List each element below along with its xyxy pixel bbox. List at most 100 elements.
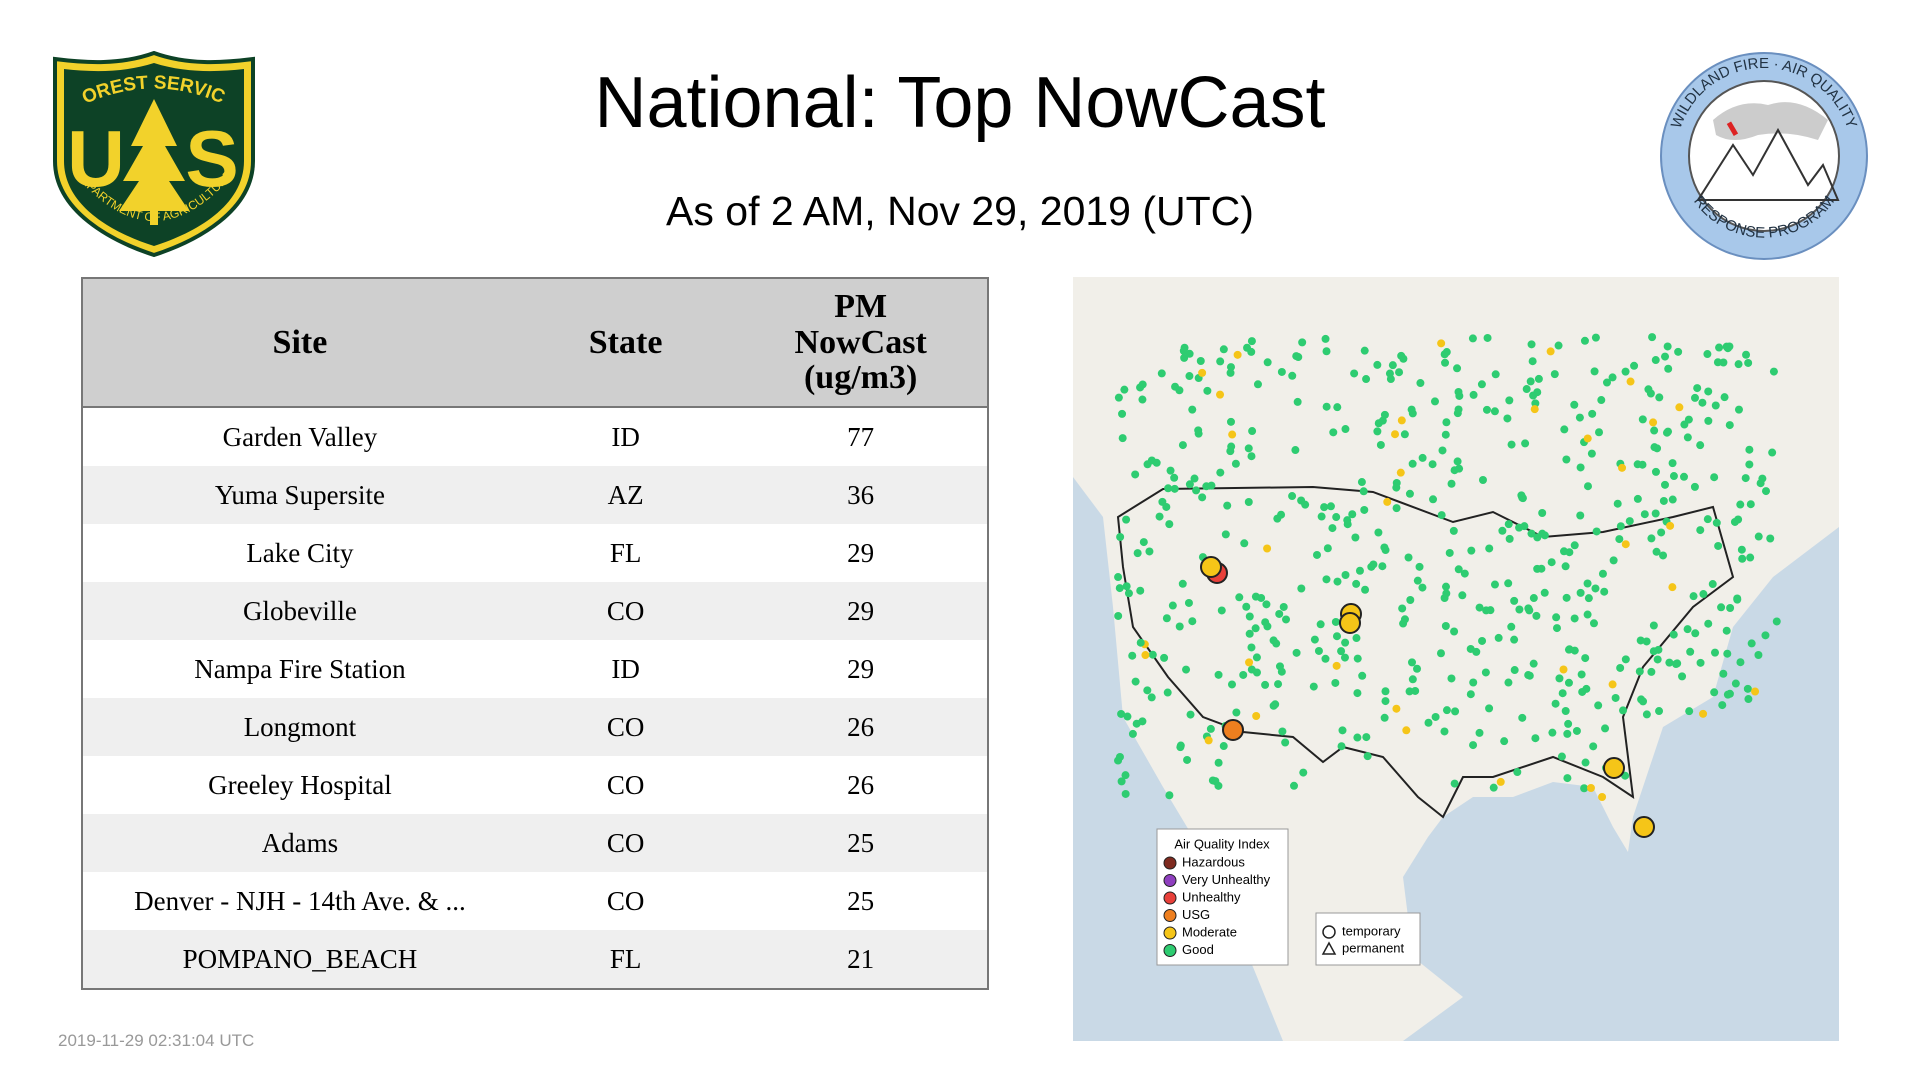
site-marker: [1699, 709, 1708, 718]
site-marker: [1165, 791, 1174, 800]
site-marker: [1633, 460, 1642, 469]
site-marker: [1350, 369, 1359, 378]
site-marker: [1337, 647, 1346, 656]
site-marker: [1155, 512, 1164, 521]
site-marker: [1704, 619, 1713, 628]
site-marker: [1680, 472, 1689, 481]
site-marker: [1299, 768, 1308, 777]
legend-swatch: [1163, 944, 1177, 957]
site-marker: [1581, 654, 1590, 663]
site-marker: [1136, 383, 1145, 392]
site-marker: [1123, 712, 1132, 721]
legend-title: Air Quality Index: [1174, 836, 1270, 851]
site-marker: [1608, 373, 1617, 382]
site-marker: [1242, 602, 1251, 611]
site-marker: [1148, 650, 1157, 659]
table-row: POMPANO_BEACH FL 21: [82, 930, 988, 989]
table-cell: FL: [609, 537, 642, 568]
site-marker: [1413, 664, 1422, 673]
wfaqrp-logo: WILDLAND FIRE · AIR QUALITY RESPONSE PRO…: [1660, 52, 1868, 260]
site-marker: [1642, 710, 1651, 719]
site-marker: [1665, 658, 1674, 667]
site-marker: [1188, 617, 1197, 626]
site-marker: [1586, 783, 1595, 792]
site-marker: [1562, 593, 1571, 602]
table-row: Globeville CO 29: [82, 582, 988, 640]
site-marker: [1227, 680, 1236, 689]
site-marker: [1552, 624, 1561, 633]
table-cell: Denver - NJH - 14th Ave. & ...: [134, 885, 466, 916]
table-row: Longmont CO 26: [82, 698, 988, 756]
site-marker: [1178, 579, 1187, 588]
site-marker: [1182, 665, 1191, 674]
site-marker: [1669, 630, 1678, 639]
site-marker: [1244, 444, 1253, 453]
site-marker: [1447, 674, 1456, 683]
logo-letter: S: [185, 114, 238, 203]
site-marker: [1524, 604, 1533, 613]
site-marker: [1118, 434, 1127, 443]
site-marker: [1558, 689, 1567, 698]
site-marker: [1247, 643, 1256, 652]
site-marker: [1288, 371, 1297, 380]
site-marker: [1580, 336, 1589, 345]
site-marker: [1441, 358, 1450, 367]
site-marker: [1616, 663, 1625, 672]
site-marker: [1540, 588, 1549, 597]
site-marker: [1651, 467, 1660, 476]
site-marker: [1657, 528, 1666, 537]
site-marker: [1143, 686, 1152, 695]
site-marker: [1747, 639, 1756, 648]
site-marker: [1128, 651, 1137, 660]
site-marker: [1332, 661, 1341, 670]
site-marker: [1219, 742, 1228, 751]
site-marker: [1216, 357, 1225, 366]
site-marker: [1505, 534, 1514, 543]
site-marker: [1505, 396, 1514, 405]
site-marker: [1362, 375, 1371, 384]
table-cell: 29: [734, 582, 988, 640]
site-marker: [1525, 671, 1534, 680]
site-marker: [1669, 472, 1678, 481]
site-marker: [1638, 415, 1647, 424]
site-marker: [1185, 480, 1194, 489]
site-marker: [1451, 707, 1460, 716]
site-marker: [1226, 447, 1235, 456]
site-marker: [1533, 533, 1542, 542]
site-marker: [1726, 604, 1735, 613]
site-marker: [1648, 333, 1657, 342]
site-marker: [1262, 600, 1271, 609]
site-marker: [1322, 575, 1331, 584]
site-marker: [1114, 611, 1123, 620]
site-marker: [1381, 546, 1390, 555]
table-row: Lake City FL 29: [82, 524, 988, 582]
site-marker-large: [1633, 816, 1655, 838]
site-marker: [1240, 539, 1249, 548]
site-marker: [1468, 334, 1477, 343]
site-marker: [1355, 566, 1364, 575]
site-marker: [1521, 439, 1530, 448]
site-marker: [1531, 399, 1540, 408]
site-marker: [1194, 426, 1203, 435]
table-cell: 77: [847, 421, 875, 452]
site-marker: [1591, 333, 1600, 342]
shape-label: permanent: [1342, 940, 1405, 955]
site-marker: [1766, 534, 1775, 543]
table-cell: Lake City: [246, 537, 354, 568]
site-marker: [1467, 546, 1476, 555]
site-marker: [1570, 400, 1579, 409]
site-marker: [1594, 701, 1603, 710]
site-marker: [1584, 594, 1593, 603]
site-marker: [1546, 347, 1555, 356]
site-marker: [1440, 594, 1449, 603]
site-marker: [1768, 448, 1777, 457]
table-cell: CO: [516, 698, 735, 756]
site-marker: [1651, 356, 1660, 365]
site-marker: [1715, 343, 1724, 352]
site-marker: [1496, 777, 1505, 786]
site-marker: [1326, 502, 1335, 511]
site-marker: [1618, 463, 1627, 472]
site-marker: [1754, 651, 1763, 660]
site-marker: [1163, 688, 1172, 697]
site-marker: [1485, 704, 1494, 713]
